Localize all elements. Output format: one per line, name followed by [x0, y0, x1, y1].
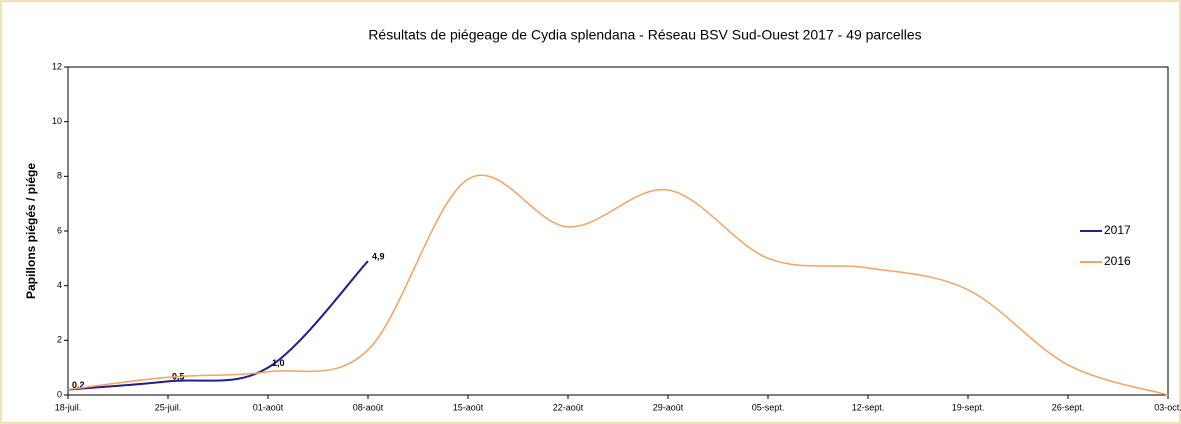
line-series	[67, 174, 1169, 396]
y-tick-label: 0	[57, 389, 62, 399]
y-axis-label: Papillons piégés / piége	[24, 163, 38, 299]
x-tick-label: 18-juil.	[55, 402, 82, 412]
y-tick-label: 8	[57, 171, 62, 181]
y-tick-label: 12	[52, 61, 62, 71]
x-tick-label: 05-sept.	[752, 402, 785, 412]
x-tick-label: 15-août	[453, 402, 484, 412]
data-label: 0,2	[72, 380, 85, 390]
x-tick-label: 03-oct.	[1154, 402, 1181, 412]
y-tick-label: 10	[52, 116, 62, 126]
plot-area	[67, 66, 1169, 396]
legend-label: 2016	[1104, 254, 1131, 268]
data-label: 4,9	[372, 251, 385, 261]
line-series	[67, 260, 369, 391]
x-tick-label: 01-août	[253, 402, 284, 412]
legend-label: 2017	[1104, 223, 1131, 237]
y-tick-label: 4	[57, 280, 62, 290]
x-tick-label: 08-août	[353, 402, 384, 412]
x-tick-label: 26-sept.	[1052, 402, 1085, 412]
data-label: 1,0	[272, 358, 285, 368]
x-tick-label: 22-août	[553, 402, 584, 412]
x-tick-label: 19-sept.	[952, 402, 985, 412]
y-tick-label: 2	[57, 335, 62, 345]
x-tick-label: 29-août	[653, 402, 684, 412]
chart-title: Résultats de piégeage de Cydia splendana…	[368, 27, 921, 43]
x-tick-label: 12-sept.	[852, 402, 885, 412]
x-tick-label: 25-juil.	[155, 402, 182, 412]
y-tick-label: 6	[57, 225, 62, 235]
